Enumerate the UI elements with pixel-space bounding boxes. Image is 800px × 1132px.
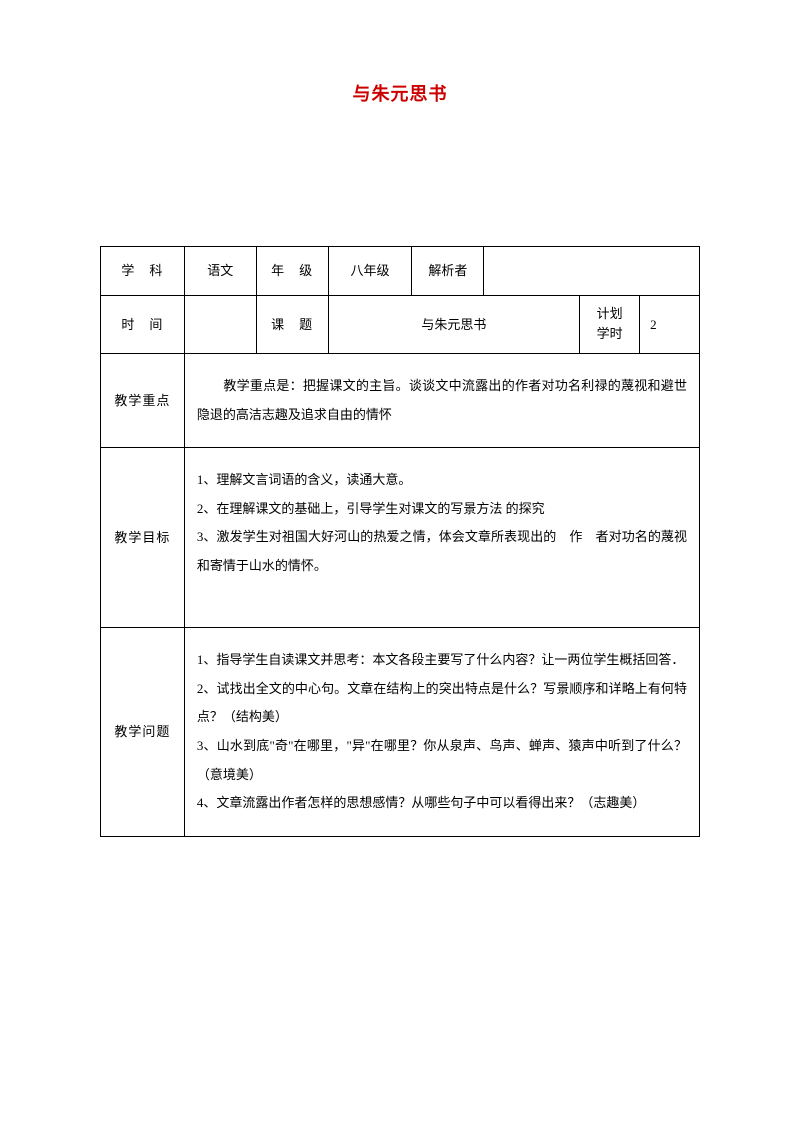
plan-value: 2 (640, 295, 700, 354)
plan-label-line1: 计划 (582, 304, 637, 325)
time-value (184, 295, 256, 354)
topic-label: 课 题 (256, 295, 328, 354)
plan-label-line2: 学时 (582, 324, 637, 345)
grade-label: 年 级 (256, 247, 328, 296)
analyzer-label: 解析者 (412, 247, 484, 296)
goals-label: 教学目标 (101, 448, 185, 628)
questions-line1: 1、指导学生自读课文并思考：本文各段主要写了什么内容？让一两位学生概括回答． (197, 646, 687, 675)
analyzer-value (484, 247, 700, 296)
goals-line1: 1、理解文言词语的含义，读通大意。 (197, 466, 687, 495)
questions-label: 教学问题 (101, 628, 185, 837)
header-row-1: 学 科 语文 年 级 八年级 解析者 (101, 247, 700, 296)
questions-line2: 2、试找出全文的中心句。文章在结构上的突出特点是什么？写景顺序和详略上有何特点？… (197, 675, 687, 732)
time-label: 时 间 (101, 295, 185, 354)
topic-value: 与朱元思书 (328, 295, 580, 354)
questions-row: 教学问题 1、指导学生自读课文并思考：本文各段主要写了什么内容？让一两位学生概括… (101, 628, 700, 837)
grade-value: 八年级 (328, 247, 412, 296)
focus-content: 教学重点是：把握课文的主旨。谈谈文中流露出的作者对功名利禄的蔑视和避世隐退的高洁… (184, 354, 699, 448)
subject-value: 语文 (184, 247, 256, 296)
questions-line4: 4、文章流露出作者怎样的思想感情？从哪些句子中可以看得出来？（志趣美） (197, 789, 687, 818)
goals-line2: 2、在理解课文的基础上，引导学生对课文的写景方法 的探究 (197, 495, 687, 524)
subject-label: 学 科 (101, 247, 185, 296)
focus-label: 教学重点 (101, 354, 185, 448)
lesson-plan-table: 学 科 语文 年 级 八年级 解析者 时 间 课 题 与朱元思书 计划 学时 2… (100, 246, 700, 837)
document-title: 与朱元思书 (100, 80, 700, 106)
goals-line3: 3、激发学生对祖国大好河山的热爱之情，体会文章所表现出的 作 者对功名的蔑视和寄… (197, 523, 687, 580)
questions-line3: 3、山水到底"奇"在哪里，"异"在哪里？你从泉声、鸟声、蝉声、猿声中听到了什么？… (197, 732, 687, 789)
questions-content: 1、指导学生自读课文并思考：本文各段主要写了什么内容？让一两位学生概括回答． 2… (184, 628, 699, 837)
focus-row: 教学重点 教学重点是：把握课文的主旨。谈谈文中流露出的作者对功名利禄的蔑视和避世… (101, 354, 700, 448)
goals-row: 教学目标 1、理解文言词语的含义，读通大意。 2、在理解课文的基础上，引导学生对… (101, 448, 700, 628)
header-row-2: 时 间 课 题 与朱元思书 计划 学时 2 (101, 295, 700, 354)
focus-text: 教学重点是：把握课文的主旨。谈谈文中流露出的作者对功名利禄的蔑视和避世隐退的高洁… (197, 372, 687, 429)
goals-content: 1、理解文言词语的含义，读通大意。 2、在理解课文的基础上，引导学生对课文的写景… (184, 448, 699, 628)
plan-label: 计划 学时 (580, 295, 640, 354)
